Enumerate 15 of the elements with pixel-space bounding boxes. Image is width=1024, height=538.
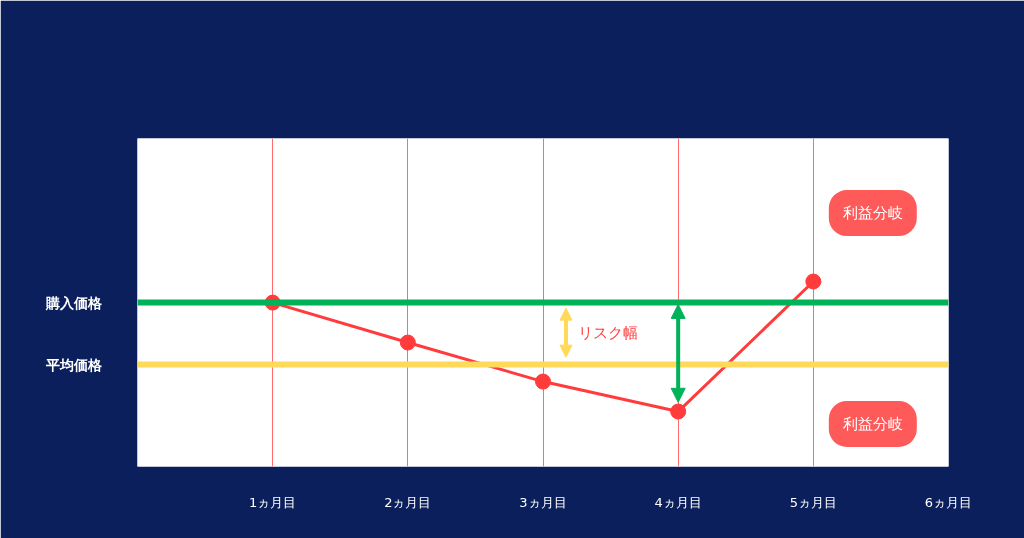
point xyxy=(805,273,822,290)
point xyxy=(399,334,416,351)
x-tick-label: 3ヵ月目 xyxy=(519,494,567,510)
x-tick-label: 5ヵ月目 xyxy=(789,494,837,510)
ref-line-label: 購入価格 xyxy=(44,294,103,311)
annotation: 利益分岐 xyxy=(842,414,903,433)
x-tick-label: 1ヵ月目 xyxy=(249,494,297,510)
ref-line-label: 平均価格 xyxy=(44,356,103,373)
x-tick-label: 4ヵ月目 xyxy=(654,494,702,510)
point xyxy=(535,373,551,390)
annotation: リスク幅 xyxy=(577,324,638,343)
x-tick-label: 2ヵ月目 xyxy=(384,494,432,510)
point xyxy=(670,403,687,420)
text: 利益分岐 xyxy=(842,204,903,223)
x-tick-label: 6ヵ月目 xyxy=(924,494,973,510)
